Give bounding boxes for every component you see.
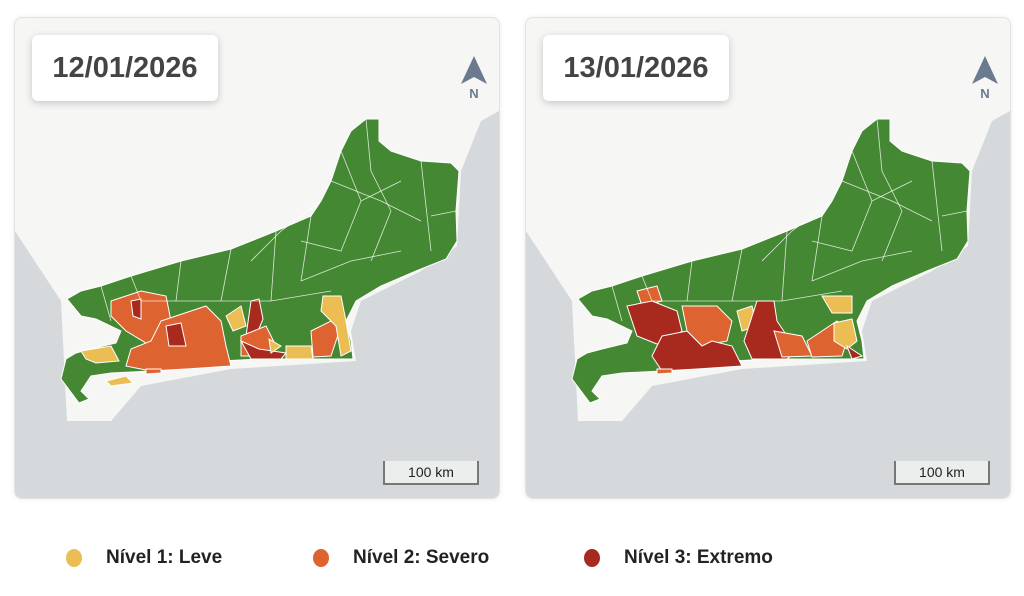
municipality-level-1[interactable] [285, 345, 314, 360]
legend-label: Nível 1: Leve [106, 547, 223, 568]
municipality-border [811, 250, 913, 282]
municipality-level-3[interactable] [651, 330, 743, 372]
municipality-level-2[interactable] [656, 368, 673, 375]
legend-item-level-2: Nível 2: Severo [313, 547, 489, 569]
municipality-level-1[interactable] [833, 318, 858, 350]
legend-label: Nível 3: Extremo [624, 547, 773, 568]
municipality-level-1[interactable] [80, 345, 120, 364]
municipality-border [731, 248, 743, 302]
municipality-border [130, 275, 142, 302]
municipality-border [876, 118, 903, 212]
legend-item-level-3: Nível 3: Extremo [584, 547, 773, 569]
ocean [526, 111, 1010, 498]
municipality-border [811, 200, 873, 252]
municipality-border [811, 215, 823, 282]
municipality-level-3[interactable] [845, 344, 864, 360]
municipality-level-3[interactable] [165, 322, 187, 347]
date-label: 13/01/2026 [543, 35, 729, 101]
municipality-border [100, 285, 112, 322]
municipality-border [841, 180, 933, 222]
north-label: N [980, 86, 990, 101]
municipality-border [641, 275, 653, 302]
municipality-border [250, 200, 322, 262]
map-panel-day-2[interactable]: 13/01/2026 N 100 km [525, 17, 1011, 499]
municipality-border [611, 285, 623, 322]
municipality-border [931, 160, 943, 252]
municipality-border [221, 290, 332, 302]
municipality-border [300, 215, 312, 282]
municipality-border [330, 180, 422, 222]
municipality-border [220, 248, 232, 302]
municipality-level-1[interactable] [320, 295, 352, 357]
municipality-border [420, 160, 432, 252]
municipality-level-3[interactable] [239, 339, 287, 360]
north-label: N [469, 86, 479, 101]
municipality-border [270, 230, 277, 302]
legend-label: Nível 2: Severo [353, 547, 490, 568]
municipality-border [430, 210, 457, 217]
municipality-level-1[interactable] [268, 338, 282, 354]
legend-item-level-1: Nível 1: Leve [66, 547, 222, 569]
north-arrow-icon: N [457, 56, 491, 106]
municipality-border [881, 210, 903, 262]
municipality-border [761, 200, 833, 262]
legend-swatch [584, 549, 600, 567]
ocean [15, 111, 499, 498]
municipality-border [175, 260, 182, 302]
map-panel-day-1[interactable]: 12/01/2026 N 100 km [14, 17, 500, 499]
municipality-level-3[interactable] [245, 298, 264, 337]
municipality-border [300, 200, 362, 252]
legend-swatch [66, 549, 82, 567]
scale-bar: 100 km [894, 461, 990, 485]
municipality-border [941, 210, 968, 217]
municipality-border [732, 290, 843, 302]
municipality-level-2[interactable] [310, 320, 342, 358]
municipality-level-1[interactable] [225, 305, 247, 332]
municipality-border [781, 230, 788, 302]
municipality-border [370, 210, 392, 262]
municipality-border [300, 250, 402, 282]
municipality-level-2[interactable] [145, 368, 162, 375]
municipality-level-1[interactable] [105, 375, 135, 387]
map-canvas[interactable] [526, 18, 1010, 498]
date-label: 12/01/2026 [32, 35, 218, 101]
municipality-level-1[interactable] [821, 295, 853, 314]
scale-bar: 100 km [383, 461, 479, 485]
municipality-level-3[interactable] [130, 298, 142, 320]
map-canvas[interactable] [15, 18, 499, 498]
legend-swatch [313, 549, 329, 567]
municipality-border [365, 118, 392, 212]
municipality-border [686, 260, 693, 302]
north-arrow-icon: N [968, 56, 1002, 106]
